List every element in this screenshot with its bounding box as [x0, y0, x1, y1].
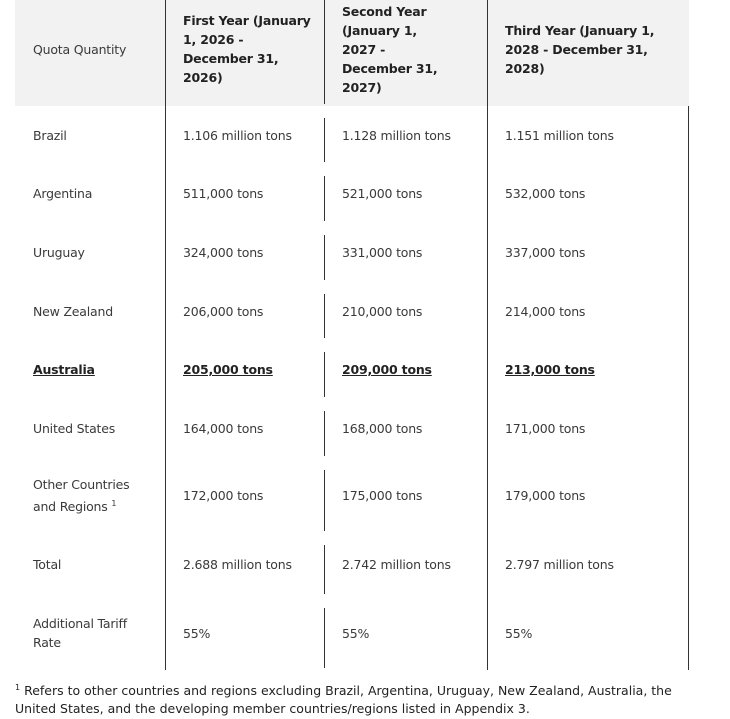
- row-label-wrap: Additional Tariff Rate: [33, 614, 153, 652]
- column-divider: [165, 0, 166, 670]
- table-cell: 55%: [183, 625, 211, 641]
- row-label-text: Other Countries and Regions: [33, 476, 130, 515]
- header-row-label: Quota Quantity: [33, 41, 127, 57]
- row-label: Total: [33, 533, 153, 596]
- table-cell: 324,000 tons: [183, 245, 264, 260]
- row-label: Brazil: [33, 106, 153, 164]
- row-label-text: Brazil: [33, 127, 67, 143]
- row-label: Additional Tariff Rate: [33, 596, 153, 670]
- row-label-text: Australia: [33, 362, 95, 377]
- column-divider: [324, 608, 325, 668]
- footnote-text: Refers to other countries and regions ex…: [15, 683, 672, 717]
- table-cell: 337,000 tons: [505, 245, 586, 260]
- column-divider: [324, 470, 325, 531]
- row-label: Argentina: [33, 164, 153, 223]
- header-third-year: Third Year (January 1, 2028 - December 3…: [505, 22, 655, 76]
- column-divider: [324, 176, 325, 221]
- table-cell: 2.797 million tons: [505, 557, 614, 572]
- table-right-border: [688, 106, 689, 670]
- row-label: Other Countries and Regions 1: [33, 458, 153, 533]
- table-cell: 521,000 tons: [342, 186, 423, 201]
- table-cell: 2.688 million tons: [183, 557, 292, 572]
- footnote-marker: 1: [15, 683, 21, 692]
- table-cell: 179,000 tons: [505, 488, 586, 503]
- row-label-text: Additional Tariff Rate: [33, 616, 127, 650]
- table-cell: 171,000 tons: [505, 421, 586, 436]
- footnote-ref: 1: [111, 498, 117, 508]
- row-label-wrap: Brazil: [33, 126, 67, 145]
- header-second-year: Second Year (January 1, 2027 - December …: [342, 3, 438, 95]
- table-cell: 175,000 tons: [342, 488, 423, 503]
- row-label-text: Total: [33, 557, 62, 572]
- column-divider: [324, 545, 325, 594]
- table-cell: 205,000 tons: [183, 362, 273, 377]
- table-cell: 172,000 tons: [183, 488, 264, 503]
- row-label: United States: [33, 399, 153, 458]
- table-cell: 209,000 tons: [342, 362, 432, 377]
- footnote: 1 Refers to other countries and regions …: [15, 679, 715, 718]
- table-cell: 331,000 tons: [342, 245, 423, 260]
- column-divider: [324, 411, 325, 456]
- table-cell: 213,000 tons: [505, 362, 595, 377]
- table-cell: 55%: [342, 625, 370, 641]
- table-cell: 1.106 million tons: [183, 127, 292, 143]
- row-label-wrap: Total: [33, 555, 61, 574]
- row-label-wrap: Other Countries and Regions 1: [33, 475, 153, 516]
- table-cell: 210,000 tons: [342, 303, 423, 319]
- table-cell: 1.128 million tons: [342, 127, 451, 143]
- table-cell: 164,000 tons: [183, 421, 264, 436]
- row-label: New Zealand: [33, 282, 153, 340]
- table-cell: 168,000 tons: [342, 421, 423, 436]
- row-label-wrap: New Zealand: [33, 302, 113, 321]
- column-divider: [324, 294, 325, 338]
- table-cell: 214,000 tons: [505, 303, 586, 319]
- row-label-wrap: Argentina: [33, 184, 92, 203]
- row-label-text: New Zealand: [33, 303, 113, 319]
- table-cell: 55%: [505, 625, 533, 641]
- row-label-wrap: Australia: [33, 360, 95, 379]
- column-divider: [324, 352, 325, 397]
- row-label-text: United States: [33, 421, 116, 436]
- table-cell: 532,000 tons: [505, 186, 586, 201]
- row-label-wrap: Uruguay: [33, 243, 85, 262]
- table-cell: 511,000 tons: [183, 186, 264, 201]
- header-first-year: First Year (January 1, 2026 - December 3…: [183, 13, 311, 85]
- table-cell: 1.151 million tons: [505, 127, 614, 143]
- row-label-text: Uruguay: [33, 245, 85, 260]
- table-cell: 206,000 tons: [183, 303, 264, 319]
- column-divider: [487, 0, 488, 670]
- row-label: Uruguay: [33, 223, 153, 282]
- column-divider: [324, 0, 325, 104]
- column-divider: [324, 118, 325, 162]
- column-divider: [324, 235, 325, 280]
- row-label-text: Argentina: [33, 186, 93, 201]
- table-cell: 2.742 million tons: [342, 557, 451, 572]
- row-label: Australia: [33, 340, 153, 399]
- table-header-band: [15, 0, 689, 106]
- row-label-wrap: United States: [33, 419, 115, 438]
